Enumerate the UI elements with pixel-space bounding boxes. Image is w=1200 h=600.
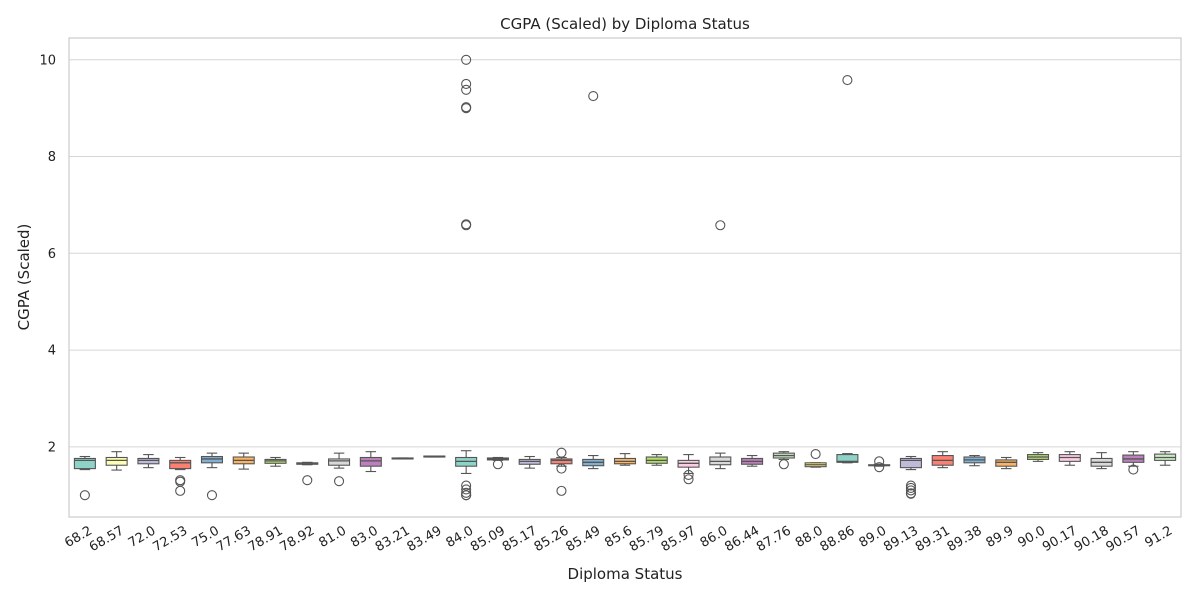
outlier-point: [461, 480, 472, 491]
box-90.57: [1122, 451, 1145, 475]
outlier-point: [905, 488, 916, 499]
box-91.2: [1154, 451, 1177, 466]
box-87.76: [772, 451, 795, 470]
box-89.9: [995, 456, 1018, 470]
box-88.0: [804, 449, 827, 468]
outlier-point: [810, 449, 821, 460]
box-83.21: [391, 457, 414, 460]
box-68.57: [105, 451, 128, 471]
outlier-point: [461, 484, 472, 495]
box-85.6: [613, 453, 637, 466]
box-85.97: [677, 454, 700, 485]
box-86.44: [741, 455, 764, 467]
box-body: [550, 458, 573, 465]
box-89.13: [899, 455, 922, 499]
box-78.91: [264, 456, 287, 467]
y-tick-label: 4: [48, 344, 56, 359]
box-84.0: [455, 54, 478, 501]
box-series: [73, 54, 1177, 501]
box-75.0: [200, 452, 224, 501]
outlier-point: [206, 490, 218, 501]
box-90.17: [1058, 451, 1081, 466]
box-88.86: [836, 75, 859, 464]
y-axis-label: CGPA (Scaled): [15, 224, 33, 331]
box-body: [899, 457, 922, 469]
box-78.92: [296, 461, 319, 486]
outlier-point: [492, 459, 503, 470]
box-90.18: [1090, 452, 1113, 470]
outlier-point: [556, 463, 567, 474]
box-89.38: [963, 455, 986, 467]
outlier-point: [874, 456, 885, 467]
outlier-point: [461, 487, 472, 498]
y-tick-label: 10: [39, 53, 56, 68]
box-68.2: [73, 455, 96, 501]
outlier-point: [461, 103, 472, 114]
box-89.31: [931, 451, 954, 469]
box-body: [836, 454, 859, 463]
box-85.17: [518, 455, 541, 469]
box-body: [105, 456, 128, 466]
box-85.26: [550, 447, 573, 496]
outlier-point: [175, 485, 186, 496]
box-85.09: [486, 456, 509, 470]
outlier-point: [905, 480, 916, 491]
outlier-point: [715, 220, 726, 231]
box-body: [169, 459, 192, 470]
outlier-point: [874, 462, 885, 473]
y-tick-label: 6: [48, 247, 56, 262]
plot-frame: [68, 37, 1182, 518]
outlier-point: [461, 84, 472, 95]
box-86.0: [709, 220, 732, 470]
box-81.0: [328, 452, 351, 487]
box-85.79: [645, 454, 668, 466]
box-body: [328, 458, 351, 466]
y-tick-label: 2: [48, 440, 56, 455]
y-gridlines: [69, 59, 1181, 448]
box-90.0: [1026, 452, 1050, 462]
outlier-point: [79, 490, 90, 501]
box-body: [995, 459, 1018, 467]
outlier-point: [461, 220, 472, 231]
outlier-point: [588, 91, 599, 102]
box-body: [137, 457, 160, 465]
box-body: [359, 456, 382, 467]
outlier-point: [461, 78, 472, 90]
box-83.0: [359, 451, 382, 473]
chart-title: CGPA (Scaled) by Diploma Status: [500, 15, 750, 33]
outlier-point: [683, 469, 694, 480]
box-72.53: [169, 456, 192, 496]
x-axis-label: Diploma Status: [568, 565, 683, 583]
outlier-point: [461, 490, 472, 501]
box-body: [73, 457, 96, 470]
outlier-point: [905, 482, 916, 494]
outlier-point: [556, 485, 567, 496]
box-85.49: [582, 91, 605, 470]
outlier-point: [302, 475, 313, 486]
outlier-point: [778, 459, 789, 470]
outlier-point: [905, 485, 916, 496]
y-tick-label: 8: [48, 150, 56, 165]
outlier-point: [683, 474, 694, 485]
box-72.0: [137, 454, 160, 469]
box-83.49: [423, 455, 446, 458]
y-axis-ticks: 2 4 6 8 10: [39, 53, 56, 455]
outlier-point: [334, 476, 345, 487]
box-89.0: [868, 456, 891, 473]
box-77.63: [232, 452, 255, 470]
outlier-point: [556, 447, 567, 458]
outlier-point: [1128, 464, 1139, 475]
outlier-point: [461, 54, 472, 65]
box-body: [200, 455, 224, 464]
outlier-point: [842, 75, 853, 86]
